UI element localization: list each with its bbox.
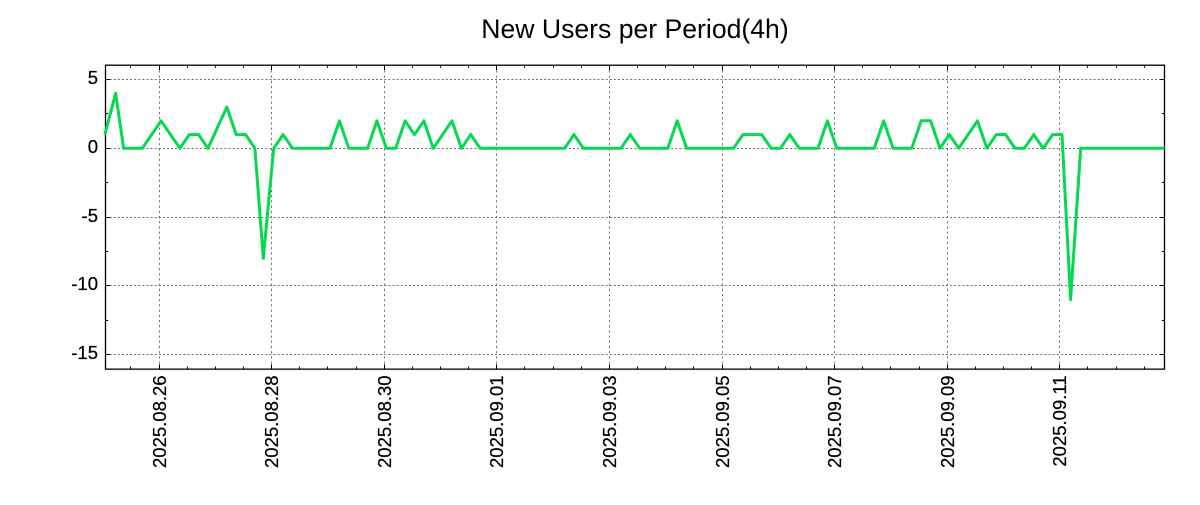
svg-text:2025.09.07: 2025.09.07 — [824, 375, 845, 468]
svg-text:2025.09.11: 2025.09.11 — [1049, 375, 1070, 466]
svg-text:5: 5 — [88, 67, 98, 88]
svg-text:-5: -5 — [82, 205, 98, 226]
svg-text:-10: -10 — [71, 273, 98, 294]
svg-text:2025.09.01: 2025.09.01 — [486, 375, 507, 468]
svg-text:2025.09.05: 2025.09.05 — [712, 375, 733, 468]
svg-text:0: 0 — [88, 136, 98, 157]
svg-text:New Users per Period(4h): New Users per Period(4h) — [481, 14, 788, 44]
svg-text:2025.08.26: 2025.08.26 — [149, 375, 170, 468]
svg-text:2025.09.09: 2025.09.09 — [937, 375, 958, 468]
svg-text:2025.08.30: 2025.08.30 — [374, 375, 395, 468]
svg-text:2025.08.28: 2025.08.28 — [261, 375, 282, 468]
svg-text:-15: -15 — [71, 342, 98, 363]
svg-text:2025.09.03: 2025.09.03 — [599, 375, 620, 468]
